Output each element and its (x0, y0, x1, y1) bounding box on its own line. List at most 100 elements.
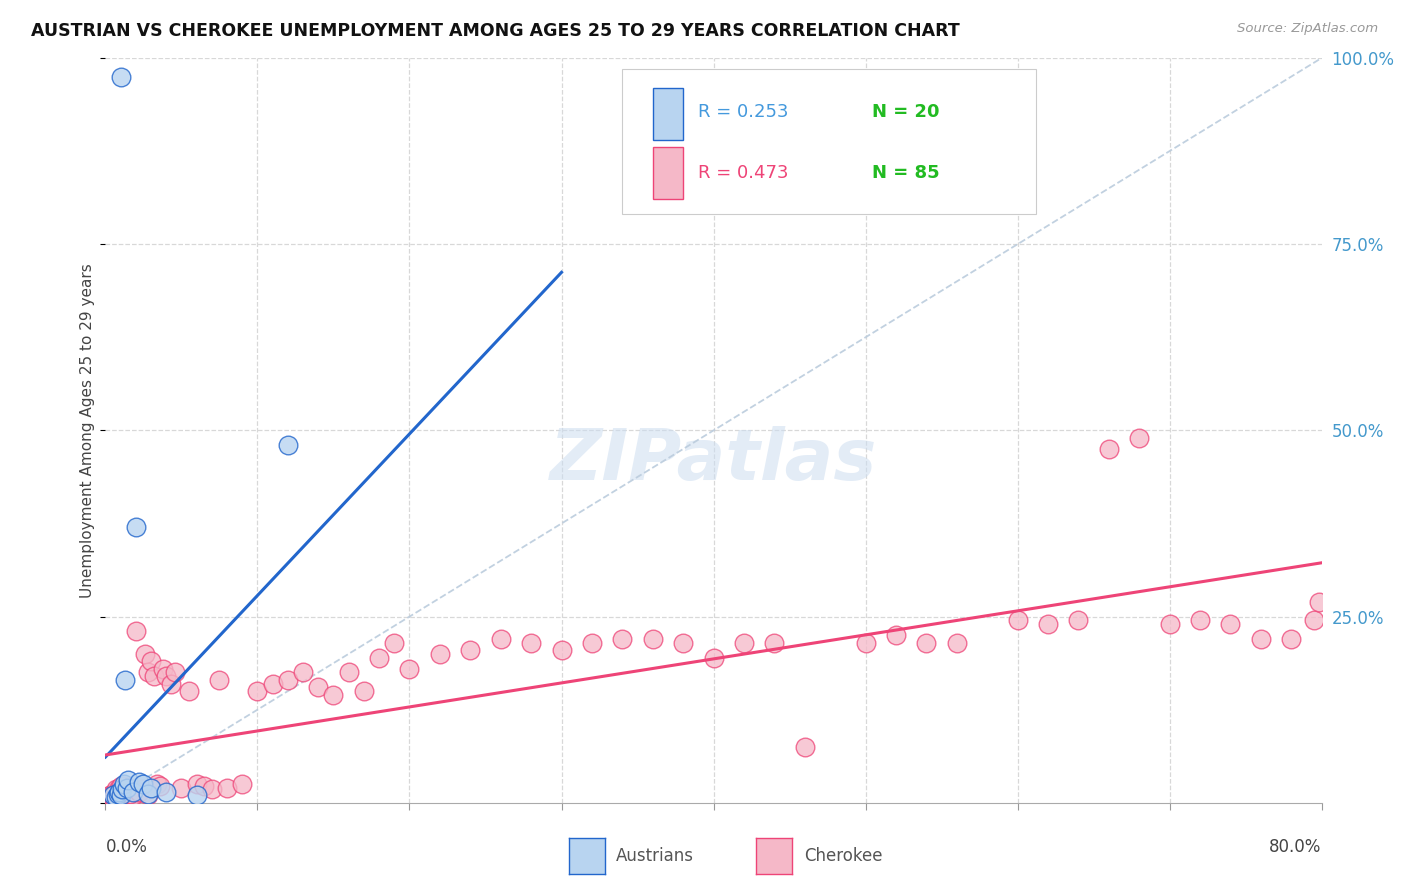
Point (170, 780, 193, 795)
Point (128, 784, 150, 798)
Text: 80.0%: 80.0% (1270, 838, 1322, 856)
Point (398, 662, 420, 676)
Point (103, 784, 125, 798)
Point (159, 676, 181, 690)
Point (246, 684, 269, 698)
Point (1098, 442, 1121, 456)
Point (1007, 613, 1029, 627)
Point (105, 782, 128, 797)
Point (108, 780, 131, 795)
Point (152, 662, 174, 676)
Point (231, 777, 253, 791)
Point (382, 635, 405, 649)
Point (114, 673, 136, 687)
Y-axis label: Unemployment Among Ages 25 to 29 years: Unemployment Among Ages 25 to 29 years (80, 263, 94, 598)
Point (146, 777, 169, 791)
Point (118, 784, 141, 798)
Text: Source: ZipAtlas.com: Source: ZipAtlas.com (1237, 22, 1378, 36)
Point (124, 789, 146, 803)
Point (277, 438, 299, 452)
Point (101, 789, 124, 803)
Point (520, 635, 543, 649)
Point (262, 676, 284, 690)
Point (107, 789, 129, 804)
Point (550, 643, 572, 657)
Point (125, 520, 148, 534)
Point (208, 673, 231, 687)
Point (277, 673, 299, 687)
Point (1308, 595, 1330, 609)
Point (121, 784, 143, 798)
Point (110, 784, 132, 798)
Point (114, 782, 136, 797)
Text: N = 20: N = 20 (872, 103, 939, 121)
Point (1250, 632, 1272, 646)
Point (117, 773, 139, 788)
Point (107, 787, 129, 801)
Point (149, 780, 172, 794)
Point (307, 681, 329, 695)
Point (136, 787, 159, 801)
Point (945, 635, 967, 649)
Text: AUSTRIAN VS CHEROKEE UNEMPLOYMENT AMONG AGES 25 TO 29 YEARS CORRELATION CHART: AUSTRIAN VS CHEROKEE UNEMPLOYMENT AMONG … (31, 22, 960, 40)
Point (612, 632, 634, 646)
Point (110, 70, 132, 84)
Point (107, 787, 129, 801)
Point (101, 789, 124, 803)
Point (111, 789, 134, 803)
Point (128, 784, 150, 798)
Point (458, 643, 481, 657)
Point (1036, 617, 1059, 632)
Point (112, 782, 135, 797)
FancyBboxPatch shape (623, 70, 1036, 214)
Point (165, 665, 187, 680)
Text: Austrians: Austrians (616, 847, 693, 865)
Point (337, 665, 360, 680)
Point (1159, 617, 1181, 632)
Point (134, 647, 156, 661)
Point (131, 782, 153, 797)
Point (733, 635, 755, 649)
Point (702, 650, 725, 665)
Text: N = 85: N = 85 (872, 164, 939, 183)
Point (217, 780, 239, 795)
Point (110, 789, 132, 803)
Point (121, 784, 143, 798)
Text: R = 0.473: R = 0.473 (697, 164, 789, 183)
Point (155, 669, 177, 683)
Point (128, 775, 150, 789)
Point (111, 782, 134, 797)
FancyBboxPatch shape (652, 87, 683, 140)
Point (115, 784, 138, 798)
Point (763, 635, 786, 649)
Point (292, 665, 315, 680)
Point (118, 787, 141, 801)
Point (105, 789, 128, 804)
Point (143, 669, 166, 683)
Point (177, 684, 200, 698)
Text: ZIPatlas: ZIPatlas (550, 425, 877, 495)
Point (193, 780, 215, 794)
Text: 0.0%: 0.0% (105, 838, 148, 856)
FancyBboxPatch shape (652, 147, 683, 200)
Point (353, 684, 375, 698)
Point (101, 789, 124, 804)
Point (368, 650, 391, 665)
Point (136, 665, 159, 680)
Point (114, 780, 136, 794)
Text: R = 0.253: R = 0.253 (697, 103, 789, 121)
Point (1128, 431, 1150, 445)
Point (793, 739, 815, 754)
Point (855, 635, 877, 649)
Point (581, 635, 603, 649)
Point (108, 784, 131, 798)
Point (125, 624, 148, 639)
Point (112, 777, 135, 791)
Text: Cherokee: Cherokee (804, 847, 883, 865)
Point (1219, 617, 1241, 632)
Point (915, 635, 938, 649)
Point (117, 787, 139, 801)
Point (155, 784, 177, 798)
Point (115, 780, 138, 795)
Point (186, 789, 208, 803)
